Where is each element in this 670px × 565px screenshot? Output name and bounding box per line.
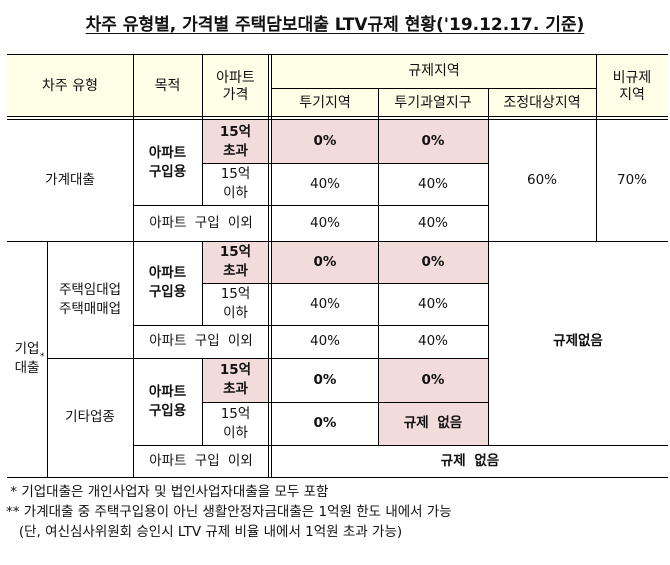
rule-top [7,54,668,55]
household-label: 가계대출 [45,172,95,188]
header-apt-price: 아파트 가격 [202,55,269,118]
other-industry-under15: 15억 이하 [220,405,251,441]
housing-rental-label: 주택임대업 주택매매업 [58,281,122,317]
rule-h-2 [133,205,488,206]
rule-v-business-split [47,241,48,478]
rule-v-double-2 [271,55,272,478]
housing-rental-over15-speculation: 0% [272,241,378,283]
household-under15-speculation: 40% [309,175,340,192]
rule-h-1 [202,163,488,164]
other-industry-over15-speculation: 0% [313,371,337,388]
housing-rental-under15: 15억 이하 [220,286,251,321]
business-label-text: 기업 대출 [14,341,40,376]
rule-bottom [7,477,668,478]
footnote-3: (단, 여신심사위원회 승인시 LTV 규제 비율 내에서 1억원 초과 가능) [6,524,403,540]
household-adjustment: 60% [526,172,557,188]
household-non-apt: 아파트 구입 이외 [149,214,253,231]
rule-v-4a [488,88,489,241]
header-adjustment-area: 조정대상지역 [488,88,596,118]
rule-v-5 [596,55,597,241]
footnote-2: ** 가계대출 중 주택구입용이 아닌 생활안정자금대출은 1억원 한도 내에서… [6,504,452,520]
rule-header-double-2 [7,119,668,120]
rule-h-7 [202,402,488,403]
household-over15-overheated: 0% [378,120,488,163]
rule-h-5 [133,325,488,326]
other-industry-over15: 15억 초과 [202,358,269,402]
rule-v-1 [133,55,134,478]
housing-rental-over15-overheated: 0% [378,241,488,283]
housing-rental-over15: 15억 초과 [202,241,269,283]
other-industry-label: 기타업종 [65,409,115,425]
page-title: 차주 유형별, 가격별 주택담보대출 LTV규제 현황('19.12.17. 기… [0,10,670,35]
rule-h-3 [7,241,668,242]
housing-rental-under15-overheated: 40% [417,295,448,312]
household-under15-overheated: 40% [417,175,448,192]
household-non-regulated: 70% [616,172,647,188]
rule-h-4 [202,283,488,284]
footnote-1: * 기업대출은 개인사업자 및 법인사업자대출을 모두 포함 [6,484,329,500]
business-label: 기업 대출 [7,241,47,477]
housing-rental-apt-purchase: 아파트 구입용 [148,265,187,300]
rule-v-2d [202,358,203,445]
rule-v-2b [202,120,203,205]
housing-rental-non-apt-overheated: 40% [417,333,448,349]
household-non-apt-overheated: 40% [417,214,448,231]
household-apt-purchase: 아파트 구입용 [148,144,187,180]
header-speculation-area: 투기지역 [272,88,378,118]
rule-v-double-1 [268,55,269,478]
other-industry-under15-overheated: 규제 없음 [378,402,488,445]
header-borrower-type: 차주 유형 [7,55,133,118]
other-industry-over15-overheated: 0% [378,358,488,402]
rule-h-6 [47,358,488,359]
title-text: 차주 유형별, 가격별 주택담보대출 LTV규제 현황('19.12.17. 기… [85,15,585,35]
household-over15-speculation: 0% [272,120,378,163]
other-industry-apt-purchase: 아파트 구입용 [148,383,187,419]
household-non-apt-speculation: 40% [309,214,340,231]
other-industry-non-apt: 아파트 구입 이외 [149,452,253,469]
header-non-regulated: 비규제 지역 [596,55,668,118]
header-overheated-district: 투기과열지구 [378,88,488,118]
rule-v-3 [378,88,379,445]
household-over15: 15억 초과 [202,120,269,163]
rule-v-2c [202,241,203,325]
housing-rental-other-areas: 규제없음 [553,333,603,349]
business-footnote-mark: * [40,352,45,362]
other-industry-under15-speculation: 0% [313,415,337,431]
rule-subheader [272,88,596,89]
header-regulated-area: 규제지역 [272,55,596,88]
rule-h-8 [133,445,668,446]
rule-header-double-1 [7,116,668,117]
housing-rental-non-apt: 아파트 구입 이외 [149,333,253,349]
rule-v-2a [202,55,203,120]
rule-v-4b [488,241,489,445]
footnotes: * 기업대출은 개인사업자 및 법인사업자대출을 모두 포함 ** 가계대출 중… [6,482,452,542]
header-purpose: 목적 [133,55,202,118]
other-industry-non-apt-all: 규제 없음 [440,452,500,469]
housing-rental-under15-speculation: 40% [309,295,340,312]
housing-rental-non-apt-speculation: 40% [309,333,340,349]
household-under15: 15억 이하 [220,166,251,201]
